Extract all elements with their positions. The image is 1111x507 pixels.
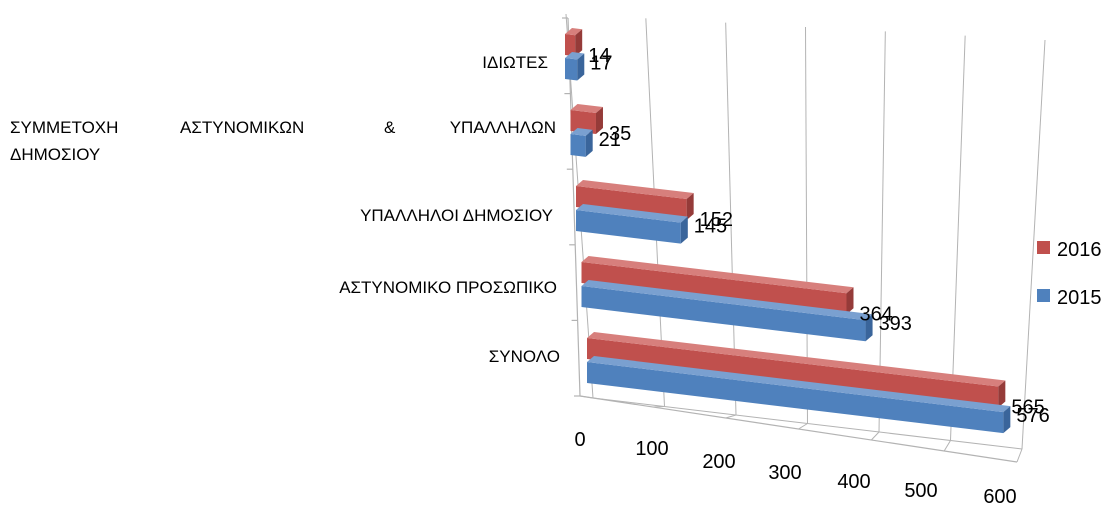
x-axis-front-edge [579,395,1018,463]
x-axis-back-edge [592,397,1023,450]
bar-face-2015 [565,58,578,81]
bar-top-2015 [581,280,873,321]
bar-end-2015 [585,129,593,157]
bar-2015-1 [581,280,873,342]
bar-face-2016 [581,262,847,315]
bar-2016-0 [587,332,1006,408]
category-label-word: ΑΣΤΥΝΟΜΙΚΩΝ [180,118,304,137]
x-tick-label: 200 [702,451,735,473]
bar-2015-4 [565,52,585,81]
category-label: ΙΔΙΩΤΕΣ [482,53,548,72]
bar-top-2015 [570,128,593,136]
bar-top-2016 [570,104,603,114]
bar-2016-3 [570,104,603,135]
category-label-word: ΥΠΑΛΛΗΛΩΝ [450,118,556,137]
floor-line-600 [1016,448,1023,463]
bar-top-2016 [587,332,1006,387]
category-label: ΣΥΝΟΛΟ [489,347,560,366]
floor-line-200 [725,414,737,419]
bar-face-2015 [581,286,866,342]
bar-end-2016 [575,29,583,57]
bar-end-2015 [577,53,585,81]
category-label: ΥΠΑΛΛΗΛΟΙ ΔΗΜΟΣΙΟΥ [360,206,553,225]
bar-2016-1 [581,256,854,315]
bar-top-2016 [565,28,583,36]
bar-end-2015 [1003,406,1011,434]
data-label-2015-2: 145 [694,216,727,238]
category-label-word: ΔΗΜΟΣΙΟΥ [10,145,100,164]
x-tick-label: 300 [768,462,801,484]
data-label-2016-2: 152 [700,209,733,231]
category-label: ΑΣΤΥΝΟΜΙΚΟ ΠΡΟΣΩΠΙΚΟ [339,278,557,297]
bar-face-2016 [587,338,999,408]
category-label-word: & [384,118,396,137]
bar-top-2015 [565,52,585,60]
x-tick-label: 100 [635,438,668,460]
bar-face-2015 [576,210,681,244]
floor-line-300 [798,423,808,430]
bar-face-2015 [587,362,1004,434]
bar-end-2016 [998,380,1006,408]
x-tick-label: 500 [904,480,937,502]
legend-label-2015: 2015 [1057,287,1102,309]
data-label-2016-0: 565 [1011,397,1044,419]
data-label-2016-4: 14 [588,45,610,67]
x-tick-label: 600 [983,486,1016,507]
bar-face-2016 [570,110,596,135]
bar-2015-2 [576,204,688,244]
bar-end-2015 [680,216,688,244]
gridline-500 [950,35,966,441]
bar-end-2016 [595,107,603,135]
legend-label-2016: 2016 [1057,239,1102,261]
gridline-600 [1021,39,1046,450]
category-label-word: ΣΥΜΜΕΤΟΧΗ [10,118,118,137]
data-label-2015-0: 576 [1016,405,1049,427]
data-label-2015-3: 21 [599,129,621,151]
data-label-2016-3: 35 [609,123,631,145]
floor-line-400 [870,431,880,441]
bar-face-2016 [565,34,576,57]
bar-end-2015 [865,314,873,342]
data-label-2016-1: 364 [859,303,892,325]
floor-line-500 [943,440,951,452]
bar-top-2015 [587,356,1011,413]
bar-end-2016 [686,193,694,221]
category-axis-line [567,17,581,397]
data-label-2015-1: 393 [879,313,912,335]
bar-face-2015 [570,134,586,157]
gridline-400 [878,31,886,433]
legend: 2016 2015 [1037,239,1102,309]
bar-2016-2 [576,180,694,221]
legend-swatch-2015 [1037,289,1050,302]
bar-2016-4 [565,28,583,57]
bar-face-2016 [576,186,687,221]
bar-2015-3 [570,128,593,157]
data-label-2015-4: 17 [590,52,612,74]
bar-end-2016 [846,287,854,315]
x-tick-label: 400 [837,471,870,493]
bar-top-2016 [581,256,854,294]
bar-top-2015 [576,204,688,223]
legend-swatch-2016 [1037,241,1050,254]
bars [565,28,1011,434]
bar-2015-0 [587,356,1011,434]
bar-top-2016 [576,180,694,200]
x-tick-label: 0 [574,429,585,451]
